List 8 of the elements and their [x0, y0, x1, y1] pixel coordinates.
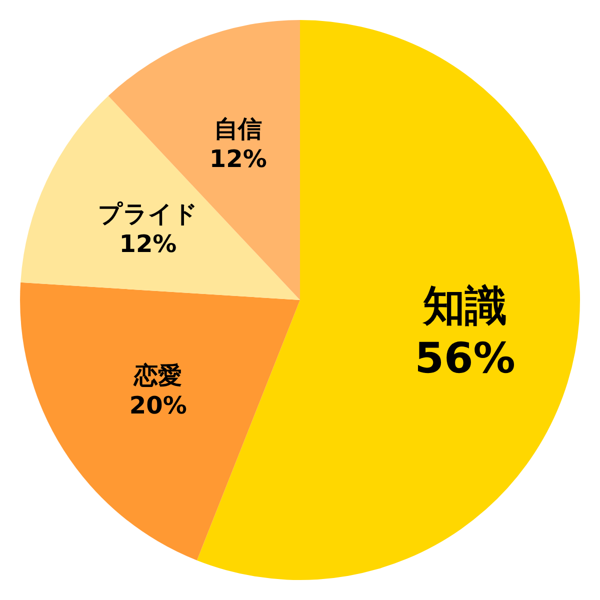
slice-label: プライド	[98, 200, 198, 228]
slice-label: 自信	[214, 115, 262, 144]
data-label: 12%	[209, 145, 267, 174]
data-label: 20%	[129, 391, 187, 420]
data-label: 12%	[119, 230, 177, 258]
slice-label: 恋愛	[133, 361, 182, 390]
data-label: 56%	[414, 333, 516, 382]
slice-label: 知識	[422, 280, 508, 330]
